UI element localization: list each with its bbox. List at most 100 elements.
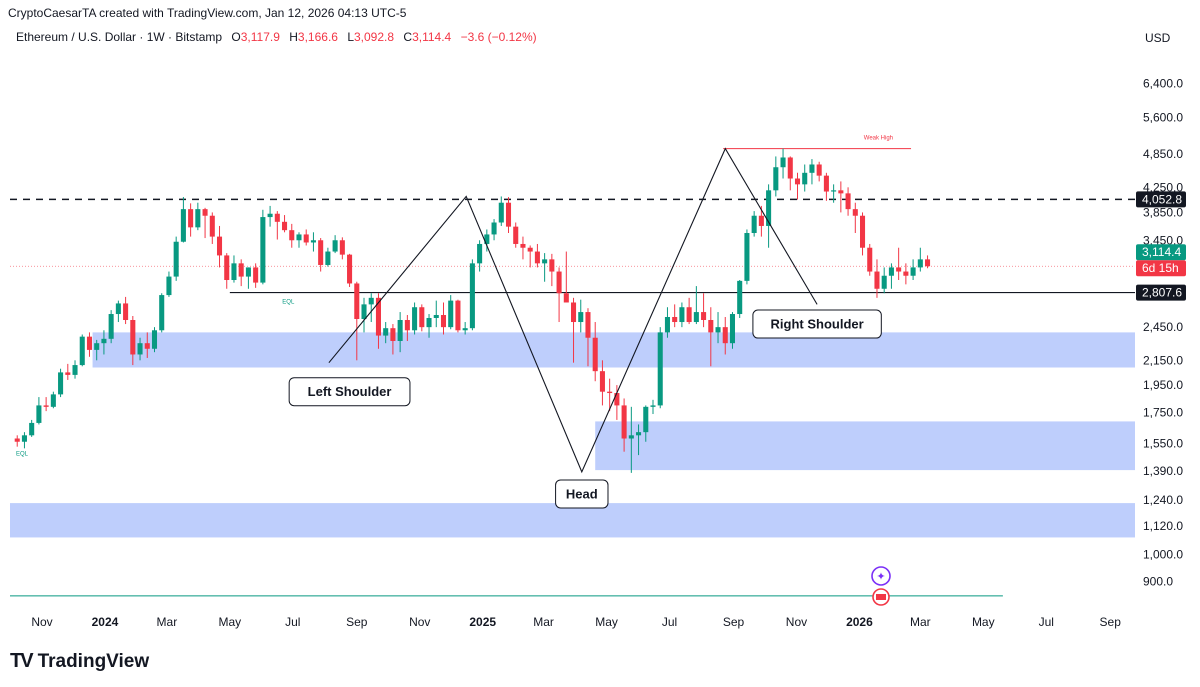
candle[interactable]	[433, 300, 439, 328]
candle[interactable]	[657, 327, 663, 409]
candle[interactable]	[621, 398, 627, 452]
candle[interactable]	[253, 263, 259, 288]
candle[interactable]	[274, 211, 280, 240]
candle[interactable]	[859, 212, 866, 256]
candle[interactable]	[910, 259, 916, 281]
candle[interactable]	[599, 360, 605, 406]
candle[interactable]	[188, 203, 194, 237]
candle[interactable]	[787, 156, 793, 191]
candle[interactable]	[231, 255, 237, 283]
candle[interactable]	[267, 205, 273, 227]
candle[interactable]	[404, 315, 410, 341]
candle[interactable]	[766, 184, 772, 248]
candle[interactable]	[701, 293, 707, 328]
candle[interactable]	[578, 299, 584, 333]
candle[interactable]	[419, 304, 425, 332]
candle[interactable]	[354, 281, 360, 361]
candle[interactable]	[390, 324, 396, 355]
time-axis[interactable]: Nov 2024 Mar May Jul Sep Nov 2025 Mar May Jul Sep No…	[31, 615, 1121, 629]
candle[interactable]	[744, 229, 750, 285]
candle[interactable]	[115, 300, 121, 323]
candle[interactable]	[21, 432, 27, 449]
candle[interactable]	[159, 293, 165, 333]
candle[interactable]	[715, 312, 721, 344]
candle[interactable]	[549, 253, 555, 287]
candle[interactable]	[852, 202, 858, 234]
candle[interactable]	[498, 196, 504, 226]
candle[interactable]	[903, 263, 909, 285]
candle[interactable]	[332, 235, 338, 254]
candle[interactable]	[664, 307, 670, 338]
candle[interactable]	[672, 304, 678, 328]
candle[interactable]	[571, 297, 577, 363]
candle[interactable]	[361, 297, 367, 333]
candle[interactable]	[484, 229, 490, 252]
left-shoulder-label[interactable]: Left Shoulder	[288, 377, 411, 407]
candle[interactable]	[36, 397, 42, 425]
candle[interactable]	[282, 215, 288, 233]
candle[interactable]	[151, 327, 158, 353]
candle[interactable]	[166, 271, 172, 297]
candle[interactable]	[614, 385, 620, 420]
candle[interactable]	[816, 161, 822, 182]
candle[interactable]	[751, 211, 757, 237]
symbol-title[interactable]: Ethereum / U.S. Dollar · 1W · Bitstamp	[16, 30, 223, 44]
candle[interactable]	[130, 316, 136, 366]
candle[interactable]	[412, 302, 418, 335]
candle[interactable]	[477, 240, 483, 272]
candle[interactable]	[72, 360, 78, 379]
price-axis[interactable]: 6,400.0 5,600.0 4,850.0 4,250.0 3,850.0 3,450…	[1136, 76, 1186, 588]
candle[interactable]	[245, 267, 251, 289]
candle[interactable]	[318, 238, 324, 272]
candle[interactable]	[383, 322, 389, 344]
candle[interactable]	[896, 247, 902, 281]
candle[interactable]	[310, 232, 316, 252]
candle[interactable]	[831, 184, 837, 203]
candle[interactable]	[794, 172, 801, 200]
candle[interactable]	[202, 207, 208, 239]
candle[interactable]	[773, 156, 779, 197]
candle[interactable]	[838, 181, 844, 213]
candle[interactable]	[216, 225, 223, 268]
candle[interactable]	[289, 223, 295, 248]
candle[interactable]	[462, 322, 468, 335]
candle[interactable]	[585, 308, 591, 367]
tradingview-logo[interactable]: TV TradingView	[10, 650, 149, 673]
candle[interactable]	[693, 286, 699, 325]
candle[interactable]	[491, 219, 497, 241]
candle[interactable]	[888, 263, 894, 289]
candle[interactable]	[520, 236, 526, 260]
candle[interactable]	[708, 307, 714, 367]
candle[interactable]	[238, 259, 244, 287]
candle[interactable]	[224, 253, 230, 289]
candle[interactable]	[65, 363, 71, 380]
candle[interactable]	[94, 339, 100, 361]
candle[interactable]	[505, 197, 512, 234]
candle[interactable]	[823, 172, 829, 201]
candle[interactable]	[58, 368, 64, 398]
candle[interactable]	[874, 259, 880, 298]
candle[interactable]	[881, 267, 887, 294]
candle[interactable]	[195, 202, 201, 231]
candle[interactable]	[867, 243, 873, 276]
candle[interactable]	[802, 164, 808, 192]
candle[interactable]	[737, 280, 743, 318]
candle[interactable]	[513, 222, 519, 248]
candle[interactable]	[123, 296, 129, 325]
candle[interactable]	[440, 302, 447, 335]
candle[interactable]	[296, 232, 302, 248]
head-label[interactable]: Head	[555, 479, 609, 509]
candle[interactable]	[260, 209, 266, 285]
candle[interactable]	[607, 378, 613, 412]
sparkle-event-icon[interactable]	[871, 566, 891, 586]
right-shoulder-label[interactable]: Right Shoulder	[752, 309, 882, 339]
candle[interactable]	[636, 424, 642, 456]
candle[interactable]	[325, 247, 331, 267]
candle[interactable]	[917, 247, 923, 272]
candle[interactable]	[469, 259, 475, 331]
candle[interactable]	[650, 399, 656, 415]
candle[interactable]	[592, 322, 598, 382]
candle[interactable]	[628, 406, 634, 473]
candle[interactable]	[397, 312, 403, 353]
candle[interactable]	[758, 205, 764, 237]
